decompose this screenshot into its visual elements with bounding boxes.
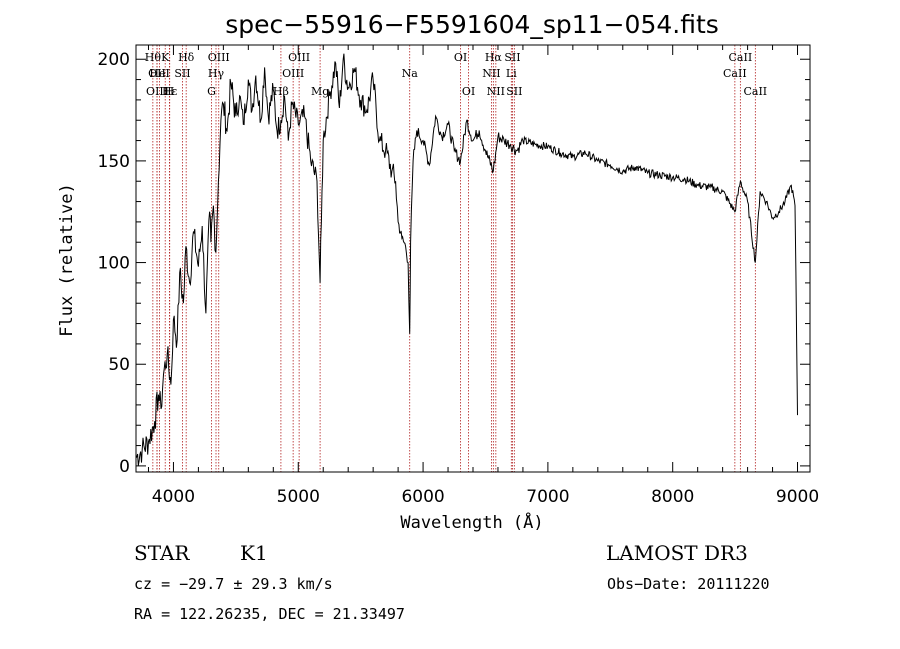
object-class: STAR — [134, 541, 190, 565]
line-label-hei: HeI — [149, 67, 169, 80]
line-label-mg: Mg — [311, 85, 329, 98]
line-label-sii6716: SII — [504, 51, 520, 64]
line-label-caii8498: CaII — [723, 67, 747, 80]
line-label-he: Hε — [162, 85, 178, 98]
sky-coordinates: RA = 122.26235, DEC = 21.33497 — [134, 605, 405, 623]
y-tick-label: 50 — [108, 355, 130, 375]
line-label-hd: Hδ — [178, 51, 195, 64]
line-label-oi6364: OI — [462, 85, 475, 98]
y-tick-label: 150 — [98, 152, 130, 172]
line-label-ha: Hα — [485, 51, 503, 64]
x-tick-label: 4000 — [152, 487, 195, 507]
line-label-g: G — [207, 85, 216, 98]
x-axis-label: Wavelength (Å) — [400, 511, 543, 533]
line-label-nii6583: NII — [487, 85, 505, 98]
x-tick-label: 9000 — [776, 487, 819, 507]
line-label-k: K — [161, 51, 170, 64]
line-label-cii: OII — [148, 67, 166, 80]
line-label-li: Li — [506, 67, 517, 80]
line-label-oiii4363: OIII — [208, 51, 230, 64]
line-label-ho: Hθ — [145, 51, 162, 64]
line-label-oiii4959: OIII — [282, 67, 304, 80]
x-tick-label: 7000 — [526, 487, 569, 507]
x-axis-ticks: 4000 5000 6000 7000 8000 9000 — [147, 45, 819, 507]
y-tick-label: 200 — [98, 50, 130, 70]
x-tick-label: 8000 — [651, 487, 694, 507]
object-subclass: K1 — [240, 541, 268, 565]
line-label-hg: Hγ — [208, 67, 225, 80]
survey-name: LAMOST DR3 — [606, 541, 748, 565]
x-tick-label: 6000 — [401, 487, 444, 507]
y-tick-label: 0 — [119, 457, 130, 477]
line-label-hb: Hβ — [273, 85, 289, 98]
spectrum-line — [135, 53, 798, 466]
chart-title: spec−55916−F5591604_sp11−054.fits — [225, 10, 719, 39]
y-axis-ticks: 0 50 100 150 200 — [98, 50, 810, 477]
line-label-na: Na — [402, 67, 419, 80]
line-label-sii: SII — [174, 67, 190, 80]
line-label-oi6300: OI — [454, 51, 467, 64]
redshift-cz: cz = −29.7 ± 29.3 km/s — [134, 575, 333, 593]
line-label-nii6548: NII — [482, 67, 500, 80]
line-label-caii8542: CaII — [729, 51, 753, 64]
line-label-h: H — [165, 85, 175, 98]
y-axis-label: Flux (relative) — [57, 183, 77, 337]
x-tick-label: 5000 — [277, 487, 320, 507]
line-label-sii6731: SII — [506, 85, 522, 98]
spectral-line-markers — [152, 45, 756, 472]
spectral-line-labels: Hθ OII OIII HeI Hε K H SII Hδ G Hγ OIII Hβ OIII OIII Mg… — [145, 51, 767, 98]
line-label-oiii: OIII — [146, 85, 168, 98]
observation-date: Obs−Date: 20111220 — [607, 575, 770, 593]
y-tick-label: 100 — [98, 254, 130, 274]
line-label-caii8662: CaII — [743, 85, 767, 98]
line-label-oiii5007: OIII — [288, 51, 310, 64]
